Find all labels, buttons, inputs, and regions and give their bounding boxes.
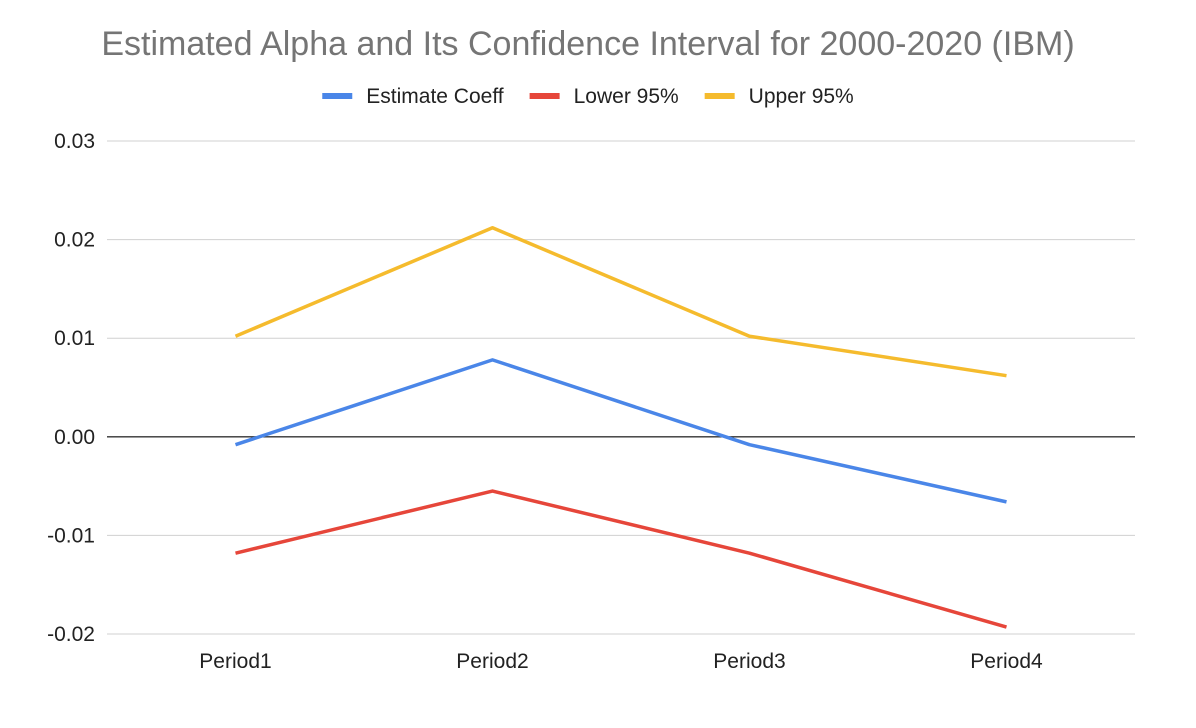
- legend-label: Upper 95%: [749, 85, 854, 108]
- series-line-lower-95: [235, 489, 1007, 629]
- gridlines: [107, 140, 1135, 635]
- chart-title: Estimated Alpha and Its Confidence Inter…: [101, 25, 1074, 63]
- y-tick-label: 0.00: [54, 426, 95, 449]
- x-axis-ticks: Period1 Period2 Period3 Period4: [199, 650, 1043, 673]
- series-line-estimate-coeff: [234, 358, 1007, 504]
- series-lines: [234, 226, 1007, 629]
- y-tick-label: 0.01: [54, 327, 95, 350]
- y-tick-label: 0.03: [54, 130, 95, 153]
- x-tick-label: Period3: [713, 650, 785, 673]
- y-tick-label: -0.01: [47, 524, 95, 547]
- y-tick-label: -0.02: [47, 623, 95, 646]
- series-line-upper-95: [234, 226, 1007, 378]
- legend-label: Lower 95%: [574, 85, 679, 108]
- legend-swatch: [322, 93, 353, 99]
- legend: Estimate Coeff Lower 95% Upper 95%: [322, 85, 854, 108]
- x-tick-label: Period4: [970, 650, 1043, 673]
- y-axis-ticks: 0.03 0.02 0.01 0.00 -0.01 -0.02: [47, 130, 95, 646]
- legend-swatch: [704, 93, 735, 99]
- legend-swatch: [529, 93, 560, 99]
- x-tick-label: Period2: [456, 650, 528, 673]
- x-tick-label: Period1: [199, 650, 271, 673]
- legend-label: Estimate Coeff: [366, 85, 504, 108]
- y-tick-label: 0.02: [54, 229, 95, 252]
